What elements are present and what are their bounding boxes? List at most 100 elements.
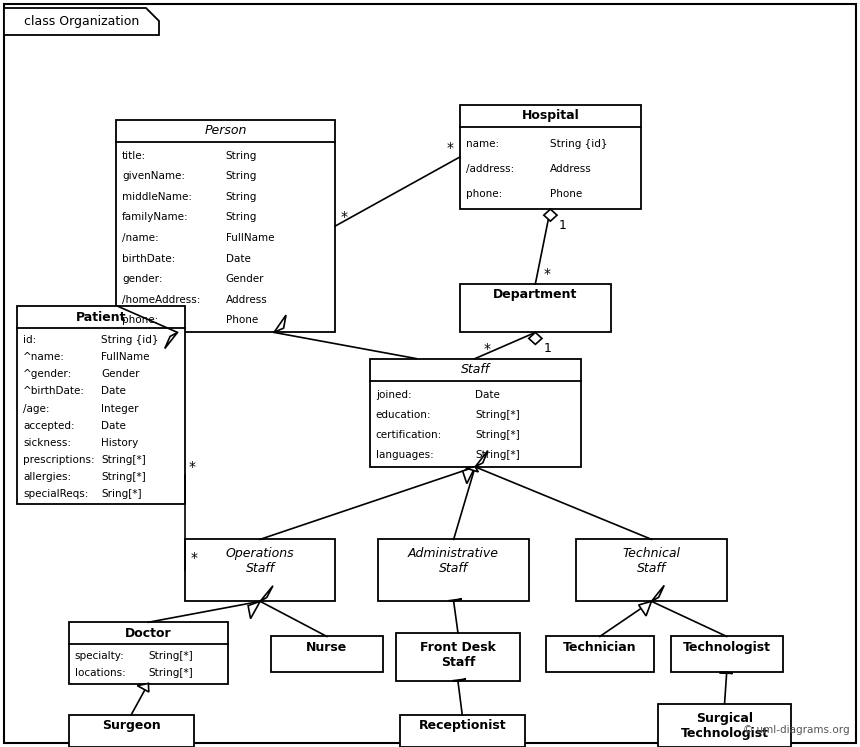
Text: phone:: phone: [466,189,502,199]
Text: locations:: locations: [75,669,126,678]
Text: FullName: FullName [225,233,274,243]
Text: Nurse: Nurse [306,641,347,654]
Text: Technologist: Technologist [683,641,771,654]
Text: Date: Date [225,253,250,264]
Polygon shape [138,684,149,692]
Text: /address:: /address: [466,164,514,174]
Text: phone:: phone: [122,315,158,325]
Text: ^gender:: ^gender: [23,370,72,379]
Text: Surgeon: Surgeon [101,719,161,732]
Text: middleName:: middleName: [122,192,192,202]
Text: education:: education: [376,409,432,420]
Text: Date: Date [101,386,126,397]
Text: joined:: joined: [376,390,411,400]
Text: String: String [225,192,257,202]
Text: Department: Department [493,288,578,301]
Text: Operations
Staff: Operations Staff [226,548,294,575]
Text: ^birthDate:: ^birthDate: [23,386,85,397]
Polygon shape [719,672,733,674]
Text: accepted:: accepted: [23,421,75,430]
Text: gender:: gender: [122,274,163,284]
Text: Phone: Phone [225,315,258,325]
Text: *: * [483,341,490,356]
Text: String: String [225,171,257,182]
Text: Technical
Staff: Technical Staff [623,548,680,575]
Text: Receptionist: Receptionist [419,719,506,732]
Bar [671,636,783,672]
Polygon shape [639,601,652,616]
Text: languages:: languages: [376,450,433,460]
Text: Staff: Staff [461,363,489,376]
Text: birthDate:: birthDate: [122,253,175,264]
Bar [460,105,641,209]
Polygon shape [529,332,542,344]
Text: id:: id: [23,335,36,345]
Polygon shape [463,467,475,483]
Text: Person: Person [205,124,247,137]
Text: Gender: Gender [225,274,264,284]
Text: String[*]: String[*] [101,455,146,465]
Polygon shape [249,601,260,619]
Text: String: String [225,151,257,161]
Text: Address: Address [225,294,267,305]
Text: /name:: /name: [122,233,159,243]
Text: String[*]: String[*] [101,472,146,482]
Polygon shape [652,586,664,601]
Bar [69,715,194,747]
Text: String[*]: String[*] [148,651,194,661]
Text: class Organization: class Organization [24,15,139,28]
Text: Administrative
Staff: Administrative Staff [408,548,499,575]
Text: *: * [341,210,347,224]
Bar [658,704,791,747]
Text: Date: Date [101,421,126,430]
Text: specialty:: specialty: [75,651,125,661]
Text: ^name:: ^name: [23,353,65,362]
Bar [69,622,228,684]
Text: Surgical
Technologist: Surgical Technologist [680,712,769,740]
Text: /age:: /age: [23,403,50,414]
Polygon shape [466,467,478,472]
Text: 1: 1 [544,342,551,356]
Text: title:: title: [122,151,146,161]
Text: String[*]: String[*] [475,450,520,460]
Bar [546,636,654,672]
Bar [460,284,611,332]
Text: Doctor: Doctor [125,627,172,639]
Text: FullName: FullName [101,353,150,362]
Text: *: * [191,551,198,565]
Text: *: * [544,267,550,281]
Bar [378,539,529,601]
Text: /homeAddress:: /homeAddress: [122,294,200,305]
Text: Hospital: Hospital [521,109,580,122]
Text: String: String [225,212,257,223]
Text: certification:: certification: [376,430,442,440]
Polygon shape [449,599,462,601]
Text: Front Desk
Staff: Front Desk Staff [420,641,496,669]
Bar [576,539,727,601]
Text: givenName:: givenName: [122,171,185,182]
Bar [271,636,383,672]
Text: 1: 1 [558,219,566,232]
Text: allergies:: allergies: [23,472,71,482]
Polygon shape [260,586,273,601]
Bar [370,359,580,467]
Text: Date: Date [475,390,500,400]
Bar [116,120,335,332]
Text: name:: name: [466,139,499,149]
Text: Technician: Technician [563,641,636,654]
Text: © uml-diagrams.org: © uml-diagrams.org [743,725,850,735]
Bar [396,633,520,681]
Polygon shape [165,332,177,349]
Text: sickness:: sickness: [23,438,71,447]
Text: familyName:: familyName: [122,212,188,223]
Bar [17,306,185,504]
Polygon shape [475,450,488,467]
Text: Integer: Integer [101,403,138,414]
Text: Patient: Patient [76,311,126,323]
Bar [400,715,525,747]
Text: *: * [189,459,196,474]
Text: String[*]: String[*] [475,430,520,440]
Bar [185,539,335,601]
Polygon shape [4,8,159,35]
Text: String {id}: String {id} [101,335,158,345]
